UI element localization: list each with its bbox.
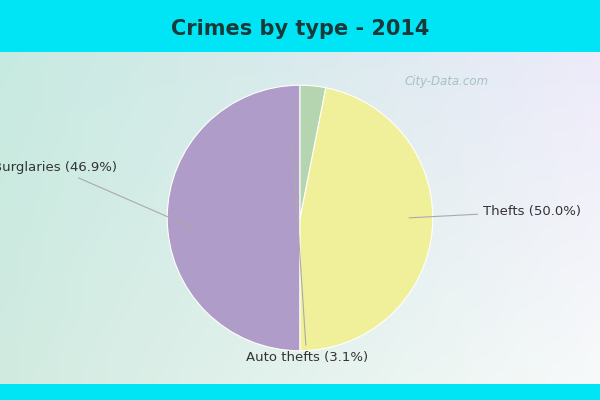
Wedge shape	[300, 85, 326, 218]
Text: Burglaries (46.9%): Burglaries (46.9%)	[0, 161, 192, 227]
Text: Crimes by type - 2014: Crimes by type - 2014	[171, 18, 429, 39]
Wedge shape	[300, 88, 433, 351]
Text: Thefts (50.0%): Thefts (50.0%)	[409, 205, 581, 218]
Wedge shape	[167, 85, 300, 351]
Text: City-Data.com: City-Data.com	[404, 74, 488, 88]
Text: Auto thefts (3.1%): Auto thefts (3.1%)	[245, 142, 368, 364]
